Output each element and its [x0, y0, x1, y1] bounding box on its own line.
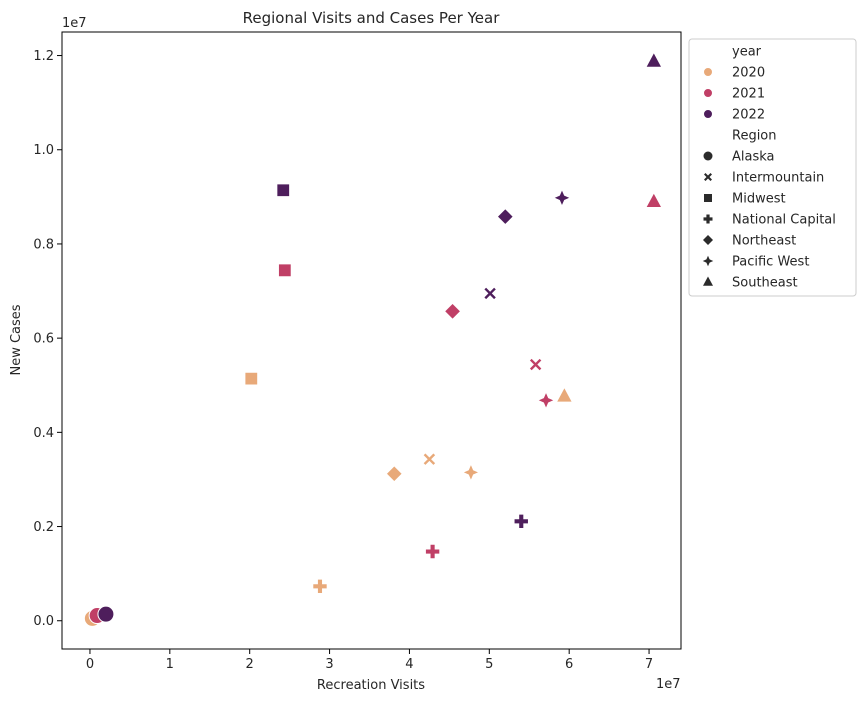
plot-frame [61, 31, 682, 650]
x-tick-label: 5 [485, 657, 493, 672]
legend-region-marker [704, 173, 712, 181]
data-point [276, 183, 291, 198]
y-tick-label: 1.0 [33, 143, 54, 158]
x-tick-label: 7 [645, 657, 653, 672]
data-point [555, 386, 574, 403]
legend-year-marker [703, 67, 713, 77]
legend-year-label: 2020 [732, 66, 765, 81]
x-tick-label: 4 [405, 657, 413, 672]
y-axis: 0.0 0.2 0.4 0.6 0.8 1.0 1.2 [33, 49, 62, 629]
x-tick-label: 3 [325, 657, 333, 672]
y-tick-label: 0.4 [33, 426, 54, 441]
y-axis-title: New Cases [9, 304, 24, 375]
data-point [483, 286, 498, 301]
legend-region-marker [703, 151, 713, 161]
data-point [424, 543, 441, 560]
data-point [312, 578, 328, 595]
legend-region-marker [703, 276, 713, 286]
y-tick-label: 0.0 [33, 614, 54, 629]
data-point [277, 263, 292, 278]
data-point [496, 207, 514, 226]
data-point [645, 191, 663, 209]
legend-region-label: Intermountain [732, 171, 824, 186]
data-point [461, 462, 481, 483]
data-point [552, 188, 572, 208]
x-tick-label: 2 [246, 657, 254, 672]
x-offset-text: 1e7 [656, 677, 681, 692]
legend-title-region: Region [732, 129, 777, 144]
legend-year-marker [703, 109, 713, 119]
legend-region-marker [704, 194, 712, 202]
x-tick-label: 6 [565, 657, 573, 672]
legend-region-label: Northeast [732, 234, 796, 249]
legend: year 2020 2021 2022 Region Alaska Intermountai… [688, 38, 857, 297]
x-axis: 0 1 2 3 4 5 6 7 [86, 649, 653, 672]
data-point [385, 465, 403, 483]
legend-box [688, 38, 857, 297]
legend-year-label: 2021 [732, 87, 765, 102]
y-tick-label: 0.2 [33, 520, 54, 535]
y-tick-label: 0.6 [33, 332, 54, 347]
y-offset-text: 1e7 [62, 16, 87, 31]
data-point [536, 390, 556, 410]
data-point [97, 605, 115, 623]
plot-area [83, 51, 663, 627]
legend-region-marker [703, 235, 713, 245]
data-point [443, 302, 462, 321]
data-point [513, 513, 529, 530]
y-tick-label: 1.2 [33, 49, 54, 64]
legend-region-marker [702, 255, 714, 267]
legend-year-marker [703, 88, 713, 98]
chart-title: Regional Visits and Cases Per Year [243, 9, 501, 27]
y-tick-label: 0.8 [33, 237, 54, 252]
data-point [244, 371, 259, 386]
data-point [528, 357, 543, 372]
data-point [645, 51, 663, 68]
legend-region-label: Pacific West [732, 255, 809, 270]
legend-region-marker [703, 214, 713, 224]
x-axis-title: Recreation Visits [317, 678, 425, 693]
x-tick-label: 1 [166, 657, 174, 672]
legend-region-label: Alaska [732, 150, 775, 165]
legend-title-year: year [732, 45, 762, 60]
legend-year-label: 2022 [732, 108, 765, 123]
x-tick-label: 0 [86, 657, 94, 672]
data-point [422, 452, 437, 467]
legend-region-label: Southeast [732, 276, 798, 291]
legend-region-label: Midwest [732, 192, 786, 207]
legend-region-label: National Capital [732, 213, 836, 228]
